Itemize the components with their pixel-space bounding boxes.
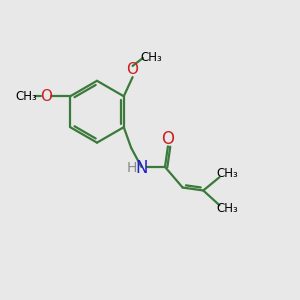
Text: O: O xyxy=(127,62,139,77)
Text: CH₃: CH₃ xyxy=(217,202,238,215)
Text: H: H xyxy=(127,161,137,176)
Text: N: N xyxy=(135,159,148,177)
Text: CH₃: CH₃ xyxy=(140,52,162,64)
Text: CH₃: CH₃ xyxy=(15,90,37,103)
Text: O: O xyxy=(161,130,174,148)
Text: O: O xyxy=(40,89,52,104)
Text: CH₃: CH₃ xyxy=(217,167,238,180)
